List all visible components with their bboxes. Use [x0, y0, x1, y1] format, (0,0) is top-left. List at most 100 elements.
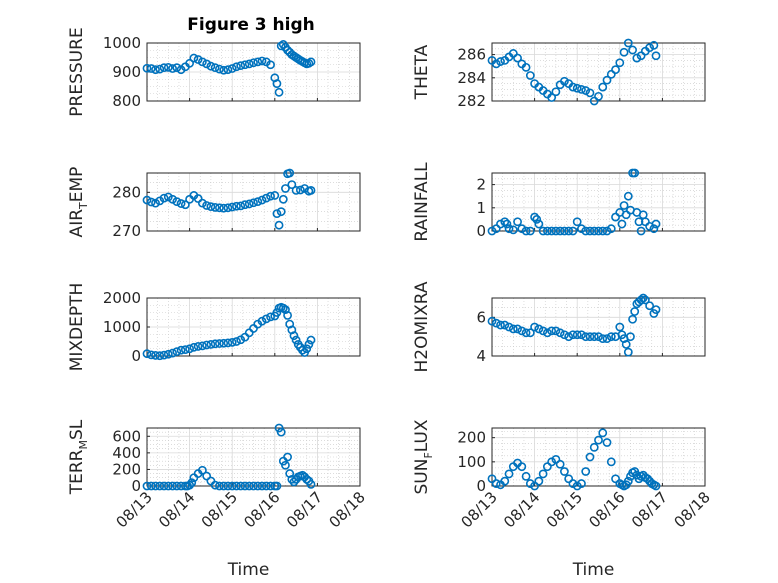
data-point — [606, 457, 616, 467]
y-tick-label: 2 — [476, 176, 486, 194]
data-point — [210, 63, 220, 73]
data-point — [168, 194, 177, 204]
data-point — [189, 53, 199, 63]
data-point — [555, 328, 565, 338]
x-axis-label: Time — [572, 560, 615, 580]
y-axis-label: MIXDEPTH — [67, 283, 87, 372]
data-point — [215, 481, 224, 491]
data-point — [513, 324, 522, 334]
data-point — [289, 477, 299, 487]
data-point — [530, 212, 539, 222]
y-tick-label: 1000 — [103, 34, 141, 52]
data-point — [602, 75, 612, 85]
data-point — [521, 226, 531, 236]
x-tick-label: 08/15 — [198, 488, 241, 531]
data-point — [628, 314, 637, 324]
data-point — [534, 219, 544, 229]
data-point — [168, 348, 177, 358]
y-tick-label: 0 — [476, 477, 486, 495]
data-point — [560, 330, 569, 340]
data-point — [223, 481, 233, 491]
y-tick-label: 284 — [457, 69, 486, 87]
subplot-mixdepth: 0 1000 2000 MIXDEPTH — [67, 283, 361, 372]
x-tick-label: 08/16 — [240, 488, 283, 531]
y-tick-label: 400 — [112, 444, 141, 462]
data-point — [547, 93, 557, 102]
data-point — [285, 168, 295, 178]
data-point — [266, 60, 275, 70]
data-point — [197, 57, 207, 67]
data-point — [606, 332, 616, 342]
data-point — [278, 194, 288, 204]
data-point — [155, 64, 165, 74]
data-point — [244, 199, 254, 209]
y-tick-label: 280 — [112, 183, 141, 201]
data-point — [496, 320, 505, 330]
data-point — [500, 320, 510, 330]
data-point — [227, 337, 237, 347]
y-tick-label: 1000 — [103, 318, 141, 336]
data-point — [513, 53, 522, 63]
data-point — [163, 481, 173, 491]
y-tick-label: 0 — [131, 347, 141, 365]
data-point — [172, 197, 182, 207]
y-tick-label: 286 — [457, 46, 486, 64]
data-point — [619, 47, 629, 57]
y-tick-label: 100 — [457, 453, 486, 471]
data-point — [651, 51, 661, 61]
data-point — [508, 324, 518, 334]
data-point — [487, 316, 497, 326]
data-point — [572, 83, 582, 93]
data-point — [547, 226, 557, 236]
y-tick-label: 0 — [476, 222, 486, 240]
data-point — [568, 82, 578, 92]
data-point — [197, 341, 207, 351]
data-point — [525, 328, 535, 338]
data-point — [530, 481, 539, 491]
data-point — [636, 295, 646, 305]
data-point — [504, 224, 514, 234]
data-point — [651, 219, 661, 229]
data-point — [180, 345, 190, 355]
data-point — [240, 200, 250, 210]
data-point — [202, 59, 212, 69]
x-tick-label: 08/18 — [671, 488, 714, 531]
data-point — [517, 224, 527, 234]
y-axis-label: AIRTEMP — [67, 167, 90, 238]
data-point — [215, 203, 224, 213]
y-tick-label: 282 — [457, 92, 486, 110]
data-point — [172, 481, 182, 491]
data-point — [632, 53, 642, 63]
data-point — [585, 88, 595, 98]
data-point — [283, 310, 292, 320]
data-point — [572, 481, 582, 491]
data-point — [163, 192, 173, 202]
data-point — [577, 85, 586, 94]
y-tick-label: 800 — [112, 92, 141, 110]
data-point — [163, 349, 173, 359]
data-point — [521, 62, 531, 72]
data-point — [257, 316, 267, 326]
plot-area — [491, 297, 706, 357]
data-point — [232, 337, 241, 346]
data-point — [547, 457, 557, 467]
figure-title: Figure 3 high — [187, 15, 315, 35]
data-point — [640, 295, 650, 305]
data-point — [146, 481, 156, 491]
data-point — [491, 318, 501, 328]
data-point — [496, 57, 505, 66]
data-point — [151, 65, 160, 75]
y-tick-label: 2000 — [103, 289, 141, 307]
data-point — [577, 224, 586, 234]
data-point — [227, 481, 237, 491]
data-point — [291, 335, 301, 345]
data-point — [249, 198, 258, 208]
data-point — [623, 476, 633, 486]
data-point — [496, 219, 505, 229]
data-point — [564, 474, 574, 484]
y-axis-label: H2OMIXRA — [412, 281, 432, 372]
data-point — [636, 226, 646, 236]
data-point — [206, 202, 216, 212]
data-point — [151, 198, 160, 208]
